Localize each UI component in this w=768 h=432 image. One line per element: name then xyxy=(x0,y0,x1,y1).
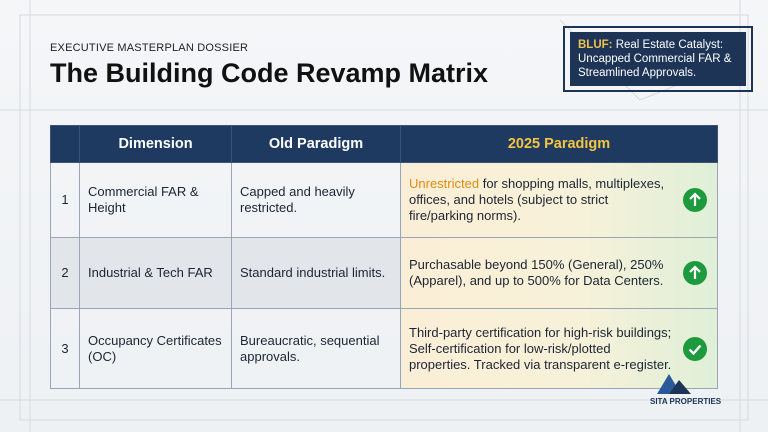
new-text: for shopping malls, multiplexes, offices… xyxy=(409,176,665,223)
header-cell xyxy=(50,125,80,163)
title: The Building Code Revamp Matrix xyxy=(50,58,489,88)
header-cell: Dimension xyxy=(79,125,232,163)
header-cell: 2025 Paradigm xyxy=(400,125,718,163)
row: 3 Occupancy Certificates (OC) Bureaucrat… xyxy=(50,308,718,389)
matrix-table: Dimension Old Paradigm 2025 Paradigm 1 C… xyxy=(50,125,718,389)
row-number: 3 xyxy=(50,308,80,389)
new-text: Third-party certification for high-risk … xyxy=(409,324,672,372)
logo-text: SITA PROPERTIES xyxy=(650,397,722,406)
bluf-box: BLUF: Real Estate Catalyst: Uncapped Com… xyxy=(570,32,746,86)
old-paradigm: Capped and heavily restricted. xyxy=(231,162,401,238)
old-paradigm: Standard industrial limits. xyxy=(231,237,401,309)
row: 2 Industrial & Tech FAR Standard industr… xyxy=(50,237,718,309)
bluf-label: BLUF: xyxy=(578,39,613,51)
up-icon xyxy=(683,188,707,212)
up-icon xyxy=(683,261,707,285)
new-paradigm: Purchasable beyond 150% (General), 250% … xyxy=(400,237,718,309)
dimension: Occupancy Certificates (OC) xyxy=(79,308,232,389)
bluf-frame xyxy=(563,26,753,92)
bluf-text: Real Estate Catalyst: Uncapped Commercia… xyxy=(578,39,732,79)
row-number: 1 xyxy=(50,162,80,238)
highlight: Unrestricted xyxy=(409,176,480,191)
new-paradigm: Unrestricted for shopping malls, multipl… xyxy=(400,162,718,238)
header-cell: Old Paradigm xyxy=(231,125,401,163)
dimension: Industrial & Tech FAR xyxy=(79,237,232,309)
row-number: 2 xyxy=(50,237,80,309)
check-icon xyxy=(683,336,707,361)
dimension: Commercial FAR & Height xyxy=(79,162,232,238)
new-paradigm: Third-party certification for high-risk … xyxy=(400,308,718,389)
old-paradigm: Bureaucratic, sequential approvals. xyxy=(231,308,401,389)
kicker: EXECUTIVE MASTERPLAN DOSSIER xyxy=(50,42,249,54)
logo-mark xyxy=(657,374,691,394)
new-text: Purchasable beyond 150% (General), 250% … xyxy=(409,257,664,288)
row: 1 Commercial FAR & Height Capped and hea… xyxy=(50,162,718,238)
header-row: Dimension Old Paradigm 2025 Paradigm xyxy=(50,125,718,163)
